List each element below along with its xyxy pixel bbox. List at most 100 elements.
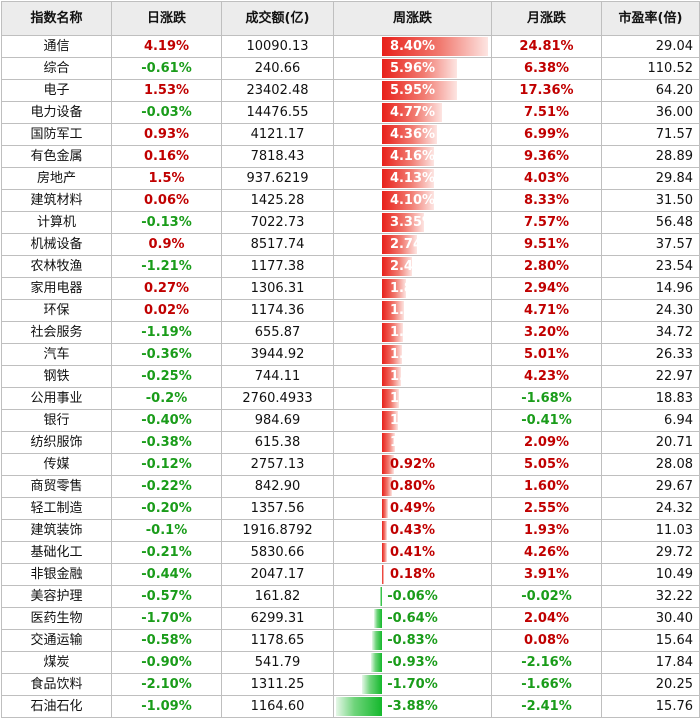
daily-change-cell: 0.06% (111, 189, 222, 212)
weekly-data-bar (382, 323, 403, 342)
daily-change-cell: 0.93% (111, 123, 222, 146)
table-row: 食品饮料 -2.10% 1311.25 -1.70% -1.66% 20.25 (1, 673, 700, 696)
pe-ratio-cell: 20.25 (601, 673, 700, 696)
table-row: 商贸零售 -0.22% 842.90 0.80% 1.60% 29.67 (1, 475, 700, 498)
daily-change-cell: 0.9% (111, 233, 222, 256)
monthly-change-cell: 2.55% (491, 497, 602, 520)
pe-ratio-cell: 32.22 (601, 585, 700, 608)
index-name-cell: 银行 (1, 409, 112, 432)
weekly-change-cell: 8.40% (333, 35, 492, 58)
weekly-change-text: 1.00% (389, 434, 436, 450)
volume-cell: 7818.43 (221, 145, 334, 168)
monthly-change-cell: 8.33% (491, 189, 602, 212)
weekly-data-bar (372, 631, 382, 650)
monthly-change-cell: 1.60% (491, 475, 602, 498)
header-pe: 市盈率(倍) (601, 1, 700, 36)
weekly-change-text: 8.40% (389, 38, 436, 54)
weekly-change-cell: 0.80% (333, 475, 492, 498)
monthly-change-cell: -2.16% (491, 651, 602, 674)
weekly-change-text: 1.50% (389, 368, 436, 384)
volume-cell: 7022.73 (221, 211, 334, 234)
monthly-change-cell: 24.81% (491, 35, 602, 58)
monthly-change-cell: 2.04% (491, 607, 602, 630)
index-name-cell: 环保 (1, 299, 112, 322)
table-row: 传媒 -0.12% 2757.13 0.92% 5.05% 28.08 (1, 453, 700, 476)
index-name-cell: 电子 (1, 79, 112, 102)
daily-change-cell: -0.40% (111, 409, 222, 432)
pe-ratio-cell: 18.83 (601, 387, 700, 410)
index-name-cell: 煤炭 (1, 651, 112, 674)
table-row: 煤炭 -0.90% 541.79 -0.93% -2.16% 17.84 (1, 651, 700, 674)
index-name-cell: 轻工制造 (1, 497, 112, 520)
volume-cell: 541.79 (221, 651, 334, 674)
table-row: 钢铁 -0.25% 744.11 1.50% 4.23% 22.97 (1, 365, 700, 388)
volume-cell: 4121.17 (221, 123, 334, 146)
weekly-change-text: 4.10% (389, 192, 436, 208)
daily-change-cell: -0.21% (111, 541, 222, 564)
volume-cell: 2760.4933 (221, 387, 334, 410)
volume-cell: 1164.60 (221, 695, 334, 718)
volume-cell: 10090.13 (221, 35, 334, 58)
table-row: 房地产 1.5% 937.6219 4.13% 4.03% 29.84 (1, 167, 700, 190)
daily-change-cell: -0.36% (111, 343, 222, 366)
table-row: 非银金融 -0.44% 2047.17 0.18% 3.91% 10.49 (1, 563, 700, 586)
index-name-cell: 商贸零售 (1, 475, 112, 498)
pe-ratio-cell: 10.49 (601, 563, 700, 586)
monthly-change-cell: 9.51% (491, 233, 602, 256)
weekly-change-cell: -0.06% (333, 585, 492, 608)
weekly-change-cell: 3.35% (333, 211, 492, 234)
weekly-data-bar (382, 169, 434, 188)
table-row: 美容护理 -0.57% 161.82 -0.06% -0.02% 32.22 (1, 585, 700, 608)
daily-change-cell: -0.57% (111, 585, 222, 608)
table-row: 汽车 -0.36% 3944.92 1.57% 5.01% 26.33 (1, 343, 700, 366)
table-row: 医药生物 -1.70% 6299.31 -0.64% 2.04% 30.40 (1, 607, 700, 630)
weekly-change-cell: 5.96% (333, 57, 492, 80)
weekly-change-text: 1.57% (389, 346, 436, 362)
weekly-change-text: 1.76% (389, 302, 436, 318)
index-name-cell: 汽车 (1, 343, 112, 366)
table-row: 电力设备 -0.03% 14476.55 4.77% 7.51% 36.00 (1, 101, 700, 124)
pe-ratio-cell: 56.48 (601, 211, 700, 234)
daily-change-cell: -0.13% (111, 211, 222, 234)
index-name-cell: 综合 (1, 57, 112, 80)
daily-change-cell: 0.02% (111, 299, 222, 322)
weekly-change-text: 4.16% (389, 148, 436, 164)
pe-ratio-cell: 34.72 (601, 321, 700, 344)
weekly-change-cell: 0.92% (333, 453, 492, 476)
weekly-change-text: -1.70% (387, 676, 438, 692)
monthly-change-cell: 17.36% (491, 79, 602, 102)
weekly-data-bar (336, 697, 382, 716)
monthly-change-cell: 4.71% (491, 299, 602, 322)
pe-ratio-cell: 26.33 (601, 343, 700, 366)
daily-change-cell: -0.1% (111, 519, 222, 542)
weekly-data-bar (371, 653, 382, 672)
daily-change-cell: -0.2% (111, 387, 222, 410)
volume-cell: 23402.48 (221, 79, 334, 102)
monthly-change-cell: 2.80% (491, 255, 602, 278)
table-row: 基础化工 -0.21% 5830.66 0.41% 4.26% 29.72 (1, 541, 700, 564)
volume-cell: 1916.8792 (221, 519, 334, 542)
table-row: 环保 0.02% 1174.36 1.76% 4.71% 24.30 (1, 299, 700, 322)
monthly-change-cell: 0.08% (491, 629, 602, 652)
pe-ratio-cell: 28.08 (601, 453, 700, 476)
monthly-change-cell: 6.99% (491, 123, 602, 146)
volume-cell: 5830.66 (221, 541, 334, 564)
index-name-cell: 纺织服饰 (1, 431, 112, 454)
weekly-data-bar (382, 565, 384, 584)
weekly-change-cell: 4.36% (333, 123, 492, 146)
weekly-change-cell: -1.70% (333, 673, 492, 696)
daily-change-cell: -0.38% (111, 431, 222, 454)
index-name-cell: 家用电器 (1, 277, 112, 300)
pe-ratio-cell: 64.20 (601, 79, 700, 102)
weekly-data-bar (374, 609, 382, 628)
table-body: 通信 4.19% 10090.13 8.40% 24.81% 29.04 综合 -0.61% 2… (1, 35, 700, 718)
header-volume: 成交额(亿) (221, 1, 334, 36)
weekly-data-bar (382, 367, 401, 386)
table-row: 交通运输 -0.58% 1178.65 -0.83% 0.08% 15.64 (1, 629, 700, 652)
daily-change-cell: -1.19% (111, 321, 222, 344)
weekly-change-text: 1.89% (389, 280, 436, 296)
weekly-data-bar (382, 81, 457, 100)
daily-change-cell: -0.22% (111, 475, 222, 498)
weekly-change-cell: 2.41% (333, 255, 492, 278)
